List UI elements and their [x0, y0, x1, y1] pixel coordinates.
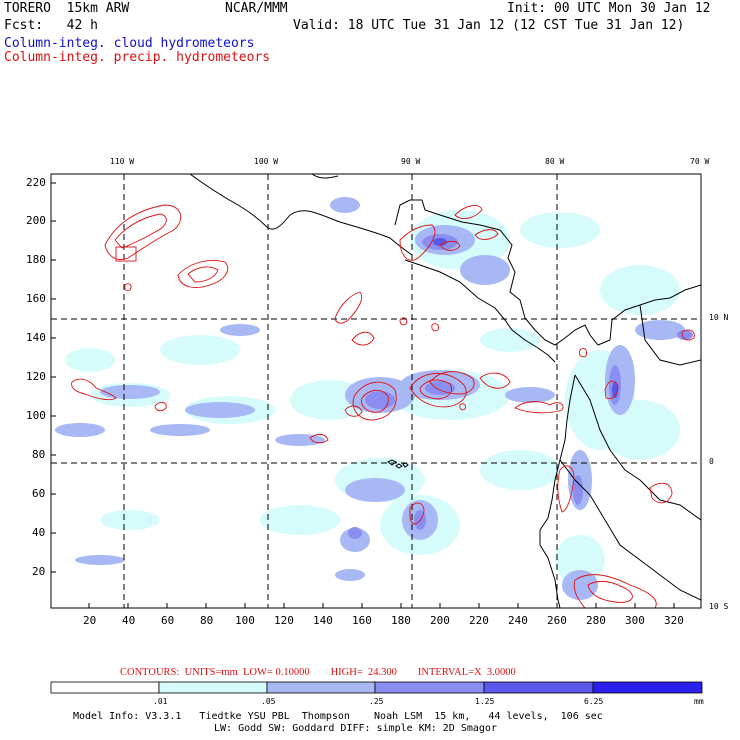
colombia-coast	[609, 284, 701, 341]
precip-contour-layer	[71, 204, 695, 608]
x-tick: 260	[547, 614, 567, 627]
y-tick: 100	[26, 409, 46, 422]
y-tick: 180	[26, 253, 46, 266]
lat-label-10n: 10 N	[709, 313, 729, 322]
andes-boundary	[574, 374, 701, 521]
pacific-coast-ca	[404, 259, 556, 363]
field-cloud-label: Column-integ. cloud hydrometeors	[4, 36, 255, 51]
colorbar-bin-0	[50, 681, 160, 694]
colorbar-label: .25	[369, 697, 384, 706]
y-tick: 220	[26, 176, 46, 189]
galapagos	[387, 459, 409, 469]
x-tick: 60	[161, 614, 175, 627]
x-tick: 140	[313, 614, 333, 627]
x-tick: 180	[391, 614, 411, 627]
lon-label-70w: 70 W	[690, 157, 710, 166]
x-tick: 100	[235, 614, 255, 627]
cloud-fill-max	[433, 238, 618, 398]
y-tick: 200	[26, 214, 46, 227]
mexico-coast	[189, 174, 413, 256]
field-precip-label: Column-integ. precip. hydrometeors	[4, 50, 271, 65]
colorbar	[50, 681, 703, 694]
x-tick: 120	[274, 614, 294, 627]
lat-label-10s: 10 S	[709, 602, 729, 611]
colorbar-label: .05	[261, 697, 276, 706]
model-info: Model Info: V3.3.1 Tiedtke YSU PBL Thomp…	[73, 711, 603, 722]
colorbar-label: 1.25	[475, 697, 495, 706]
yucatan-coast	[311, 174, 339, 179]
colorbar-bin-2	[266, 681, 376, 694]
x-tick: 220	[469, 614, 489, 627]
x-tick: 160	[352, 614, 372, 627]
cloud-fill-light	[65, 210, 680, 585]
colorbar-label: 6.25	[584, 697, 604, 706]
y-tick: 60	[32, 487, 46, 500]
forecast-hour: Fcst: 42 h	[4, 18, 98, 33]
lon-label-110w: 110 W	[110, 157, 135, 166]
y-tick: 120	[26, 370, 46, 383]
lon-label-80w: 80 W	[545, 157, 565, 166]
x-tick: 80	[200, 614, 214, 627]
colorbar-bin-1	[158, 681, 268, 694]
venezuela-border	[639, 304, 701, 366]
y-tick: 40	[32, 526, 46, 539]
colorbar-bin-4	[483, 681, 594, 694]
x-tick: 280	[586, 614, 606, 627]
x-tick: 300	[625, 614, 645, 627]
map-frame	[50, 173, 702, 609]
hydrometeor-fill-layer	[55, 197, 693, 600]
model-title: TORERO 15km ARW	[4, 1, 130, 16]
x-tick: 40	[122, 614, 136, 627]
colorbar-label: .01	[153, 697, 168, 706]
colorbar-unit: mm	[694, 697, 704, 706]
y-tick: 80	[32, 448, 46, 461]
valid-time: Valid: 18 UTC Tue 31 Jan 12 (12 CST Tue …	[293, 18, 685, 33]
x-tick: 240	[508, 614, 528, 627]
colorbar-bin-3	[374, 681, 485, 694]
coastline-layer	[189, 174, 701, 608]
x-tick: 200	[430, 614, 450, 627]
y-tick: 160	[26, 292, 46, 305]
y-tick: 20	[32, 565, 46, 578]
ecuador-peru-coast	[539, 374, 576, 608]
lon-label-90w: 90 W	[401, 157, 421, 166]
org-label: NCAR/MMM	[225, 1, 288, 16]
x-tick: 320	[664, 614, 684, 627]
central-america-coast	[394, 199, 611, 346]
init-time: Init: 00 UTC Mon 30 Jan 12	[507, 1, 711, 16]
lat-label-0: 0	[709, 457, 714, 466]
y-tick: 140	[26, 331, 46, 344]
lat-lon-grid	[51, 174, 701, 608]
lon-label-100w: 100 W	[254, 157, 279, 166]
contour-info: CONTOURS: UNITS=mm LOW= 0.10000 HIGH= 24…	[120, 667, 516, 678]
x-tick: 20	[83, 614, 97, 627]
peru-border	[559, 459, 701, 601]
physics-info: LW: Godd SW: Goddard DIFF: simple KM: 2D…	[214, 723, 497, 734]
colorbar-bin-5	[592, 681, 703, 694]
axis-ticks	[51, 182, 675, 608]
